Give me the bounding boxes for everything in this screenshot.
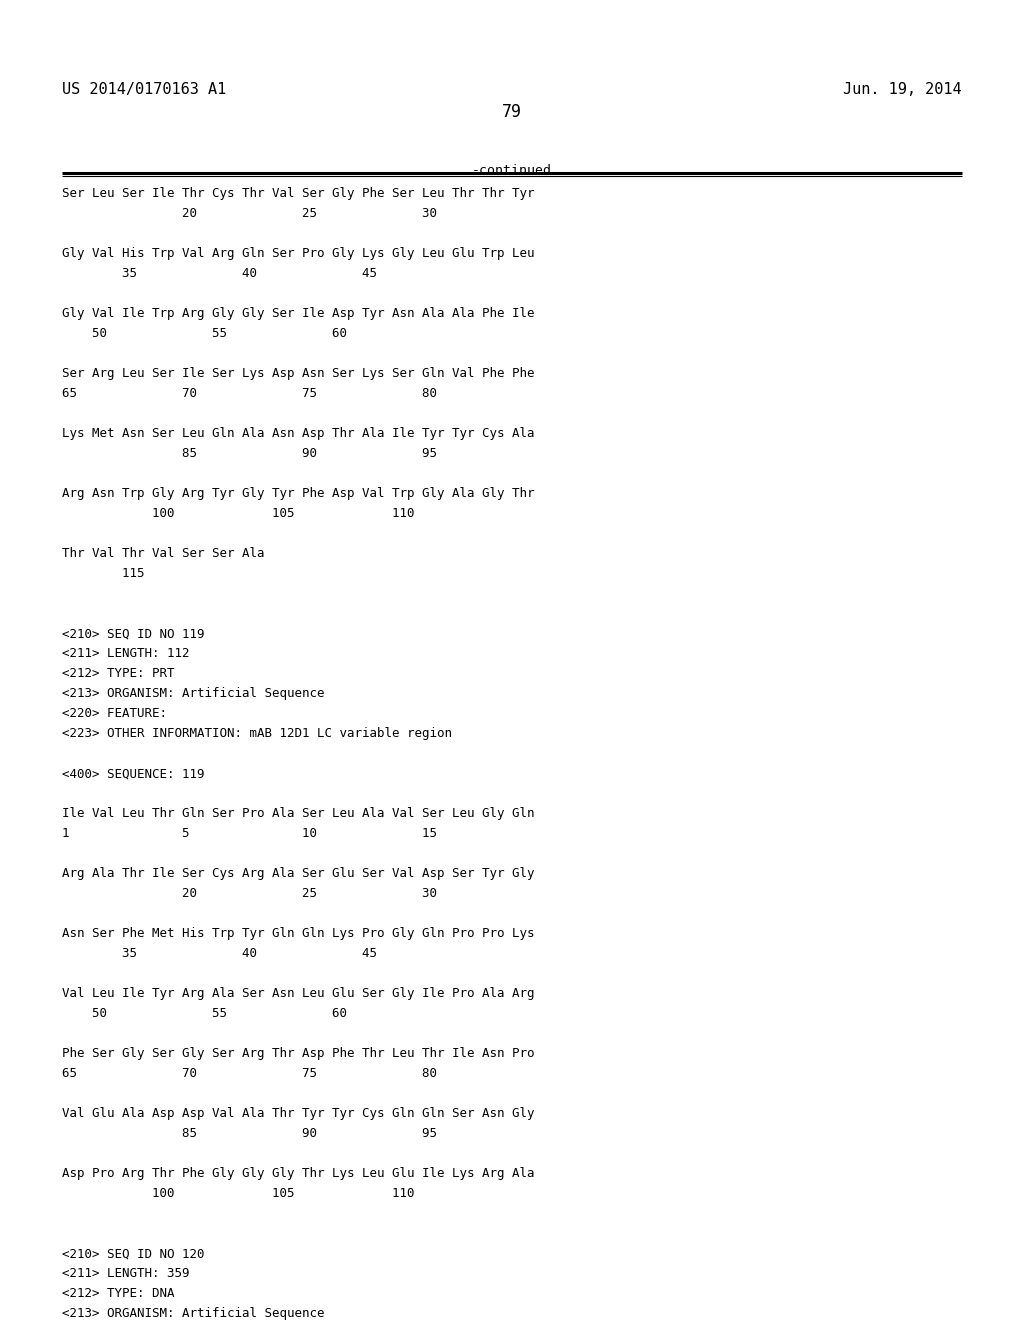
- Text: <210> SEQ ID NO 119: <210> SEQ ID NO 119: [62, 627, 205, 640]
- Text: Arg Asn Trp Gly Arg Tyr Gly Tyr Phe Asp Val Trp Gly Ala Gly Thr: Arg Asn Trp Gly Arg Tyr Gly Tyr Phe Asp …: [62, 487, 535, 500]
- Text: 35              40              45: 35 40 45: [62, 268, 378, 280]
- Text: 1               5               10              15: 1 5 10 15: [62, 828, 437, 841]
- Text: Val Leu Ile Tyr Arg Ala Ser Asn Leu Glu Ser Gly Ile Pro Ala Arg: Val Leu Ile Tyr Arg Ala Ser Asn Leu Glu …: [62, 987, 535, 1001]
- Text: 20              25              30: 20 25 30: [62, 207, 437, 220]
- Text: Gly Val Ile Trp Arg Gly Gly Ser Ile Asp Tyr Asn Ala Ala Phe Ile: Gly Val Ile Trp Arg Gly Gly Ser Ile Asp …: [62, 308, 535, 321]
- Text: Jun. 19, 2014: Jun. 19, 2014: [843, 82, 962, 96]
- Text: -continued: -continued: [472, 164, 552, 177]
- Text: Asp Pro Arg Thr Phe Gly Gly Gly Thr Lys Leu Glu Ile Lys Arg Ala: Asp Pro Arg Thr Phe Gly Gly Gly Thr Lys …: [62, 1167, 535, 1180]
- Text: <220> FEATURE:: <220> FEATURE:: [62, 708, 168, 721]
- Text: Ser Leu Ser Ile Thr Cys Thr Val Ser Gly Phe Ser Leu Thr Thr Tyr: Ser Leu Ser Ile Thr Cys Thr Val Ser Gly …: [62, 187, 535, 201]
- Text: Phe Ser Gly Ser Gly Ser Arg Thr Asp Phe Thr Leu Thr Ile Asn Pro: Phe Ser Gly Ser Gly Ser Arg Thr Asp Phe …: [62, 1047, 535, 1060]
- Text: Val Glu Ala Asp Asp Val Ala Thr Tyr Tyr Cys Gln Gln Ser Asn Gly: Val Glu Ala Asp Asp Val Ala Thr Tyr Tyr …: [62, 1107, 535, 1121]
- Text: <223> OTHER INFORMATION: mAB 12D1 LC variable region: <223> OTHER INFORMATION: mAB 12D1 LC var…: [62, 727, 453, 741]
- Text: Thr Val Thr Val Ser Ser Ala: Thr Val Thr Val Ser Ser Ala: [62, 548, 265, 561]
- Text: <211> LENGTH: 359: <211> LENGTH: 359: [62, 1267, 190, 1280]
- Text: 100             105             110: 100 105 110: [62, 1188, 415, 1200]
- Text: US 2014/0170163 A1: US 2014/0170163 A1: [62, 82, 226, 96]
- Text: <211> LENGTH: 112: <211> LENGTH: 112: [62, 647, 190, 660]
- Text: 65              70              75              80: 65 70 75 80: [62, 1068, 437, 1080]
- Text: <212> TYPE: DNA: <212> TYPE: DNA: [62, 1287, 175, 1300]
- Text: Asn Ser Phe Met His Trp Tyr Gln Gln Lys Pro Gly Gln Pro Pro Lys: Asn Ser Phe Met His Trp Tyr Gln Gln Lys …: [62, 928, 535, 940]
- Text: 50              55              60: 50 55 60: [62, 327, 347, 341]
- Text: 85              90              95: 85 90 95: [62, 1127, 437, 1140]
- Text: 85              90              95: 85 90 95: [62, 447, 437, 461]
- Text: <210> SEQ ID NO 120: <210> SEQ ID NO 120: [62, 1247, 205, 1261]
- Text: 20              25              30: 20 25 30: [62, 887, 437, 900]
- Text: <212> TYPE: PRT: <212> TYPE: PRT: [62, 668, 175, 680]
- Text: <400> SEQUENCE: 119: <400> SEQUENCE: 119: [62, 767, 205, 780]
- Text: 79: 79: [502, 103, 522, 121]
- Text: 100             105             110: 100 105 110: [62, 507, 415, 520]
- Text: <213> ORGANISM: Artificial Sequence: <213> ORGANISM: Artificial Sequence: [62, 688, 325, 701]
- Text: Ile Val Leu Thr Gln Ser Pro Ala Ser Leu Ala Val Ser Leu Gly Gln: Ile Val Leu Thr Gln Ser Pro Ala Ser Leu …: [62, 808, 535, 820]
- Text: Arg Ala Thr Ile Ser Cys Arg Ala Ser Glu Ser Val Asp Ser Tyr Gly: Arg Ala Thr Ile Ser Cys Arg Ala Ser Glu …: [62, 867, 535, 880]
- Text: <213> ORGANISM: Artificial Sequence: <213> ORGANISM: Artificial Sequence: [62, 1307, 325, 1320]
- Text: Lys Met Asn Ser Leu Gln Ala Asn Asp Thr Ala Ile Tyr Tyr Cys Ala: Lys Met Asn Ser Leu Gln Ala Asn Asp Thr …: [62, 428, 535, 441]
- Text: Gly Val His Trp Val Arg Gln Ser Pro Gly Lys Gly Leu Glu Trp Leu: Gly Val His Trp Val Arg Gln Ser Pro Gly …: [62, 247, 535, 260]
- Text: 115: 115: [62, 568, 145, 581]
- Text: 65              70              75              80: 65 70 75 80: [62, 388, 437, 400]
- Text: 35              40              45: 35 40 45: [62, 948, 378, 961]
- Text: 50              55              60: 50 55 60: [62, 1007, 347, 1020]
- Text: Ser Arg Leu Ser Ile Ser Lys Asp Asn Ser Lys Ser Gln Val Phe Phe: Ser Arg Leu Ser Ile Ser Lys Asp Asn Ser …: [62, 367, 535, 380]
